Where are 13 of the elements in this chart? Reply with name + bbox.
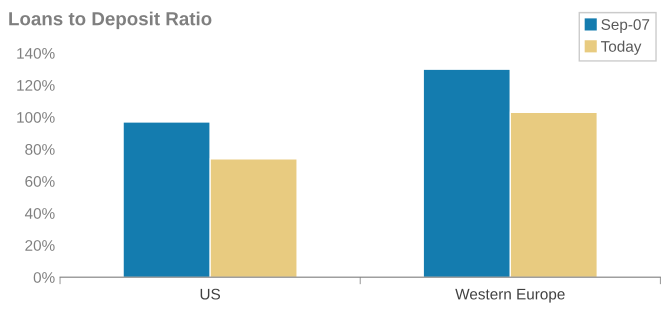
y-tick-label: 80% (25, 144, 55, 155)
x-tick-label: Western Europe (455, 288, 565, 303)
legend-label: Today (600, 40, 642, 55)
legend-label: Sep-07 (601, 19, 650, 33)
y-tick-label: 40% (24, 208, 55, 219)
x-tick-label: US (200, 288, 220, 300)
y-tick-label: 120% (17, 80, 55, 91)
y-tick-label: 140% (17, 48, 55, 59)
y-tick-label: 100% (17, 112, 55, 123)
chart-title: Loans to Deposit Ratio (9, 12, 212, 30)
y-tick-label: 0% (34, 272, 55, 283)
y-tick-label: 60% (25, 176, 55, 187)
y-tick-label: 20% (25, 240, 55, 251)
